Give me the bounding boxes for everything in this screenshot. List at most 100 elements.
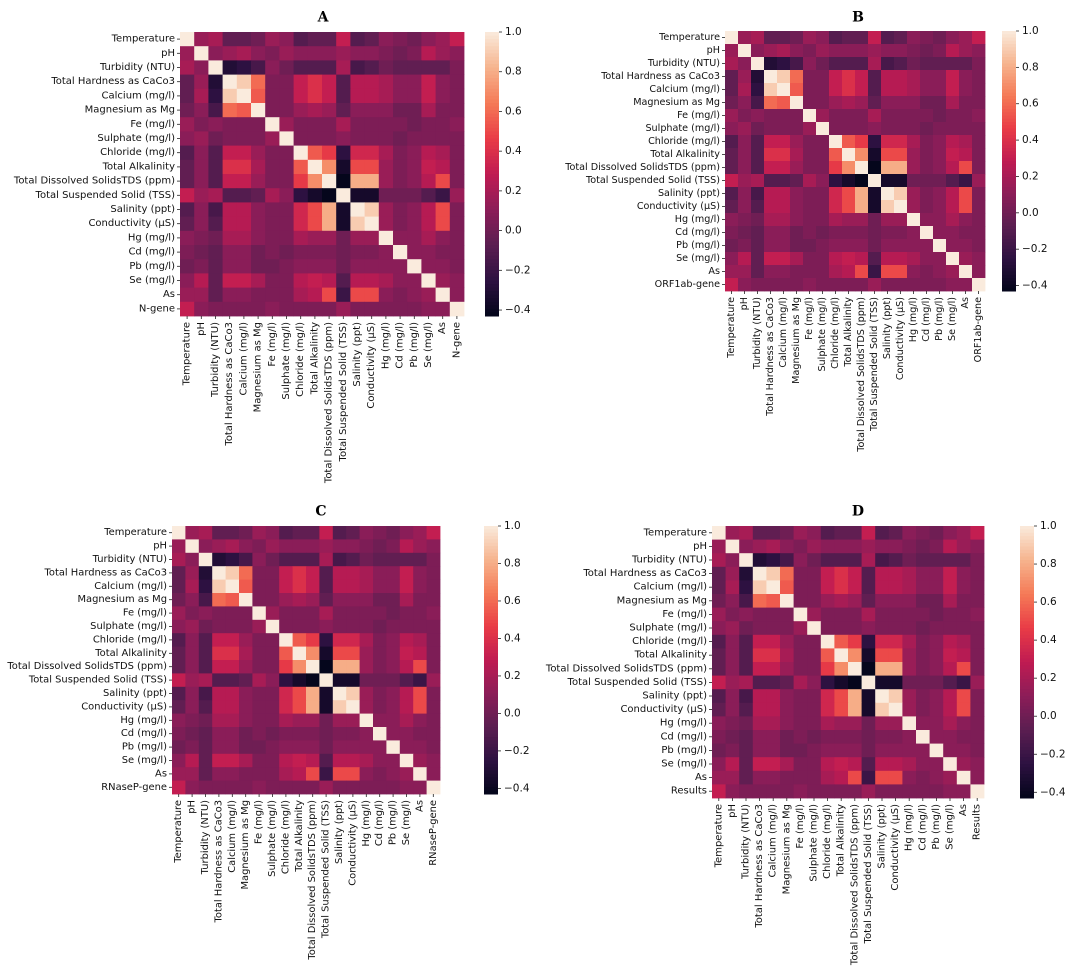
colorbar-segment [485,49,499,54]
heatmap-cell [185,606,200,621]
colorbar-segment [1020,774,1034,779]
heatmap-cell [407,188,422,203]
heatmap-cell [946,213,960,227]
heatmap-cell [933,83,947,97]
heatmap-cell [725,161,739,175]
heatmap-cell [364,74,380,90]
heatmap-cell [239,660,253,674]
heatmap-cell [816,265,830,279]
heatmap-cell [359,727,374,741]
heatmap-cell [252,606,267,621]
colorbar-segment [485,99,499,104]
heatmap-cell [881,213,895,227]
heatmap-cell [407,131,422,146]
heatmap-cell [807,607,822,622]
heatmap-cell [816,213,830,227]
heatmap-cell [764,44,778,58]
heatmap-cell [959,213,973,227]
heatmap-cell [265,700,280,714]
colorbar-segment [485,159,499,164]
heatmap-cell [956,770,971,785]
heatmap-cell [198,686,213,701]
heatmap-cell [407,301,422,317]
heatmap-cell [364,159,380,175]
heatmap-cell [386,539,401,554]
colorbar-segment [1002,255,1016,259]
heatmap-cell [180,74,195,90]
heatmap-cell [322,145,337,161]
heatmap-cell [393,145,408,161]
heatmap-cell [916,539,930,554]
heatmap-cell [265,579,280,594]
x-tick-label: ORF1ab-gene [973,297,984,362]
heatmap-cell [322,46,337,61]
heatmap-cell [435,46,451,61]
x-tick-label: Pb (mg/l) [934,297,945,341]
heatmap-cell [393,131,408,146]
colorbar-segment [1020,692,1034,697]
y-tick-label: Chloride (mg/l) [632,636,707,647]
heatmap-cell [751,83,765,97]
heatmap-cell [407,88,422,104]
heatmap-cell [764,187,778,201]
heatmap-cell [888,784,903,799]
heatmap-cell [959,135,973,149]
heatmap-cell [725,200,739,214]
heatmap-cell [752,662,767,676]
colorbar-segment [485,88,499,93]
heatmap-cells [712,526,985,799]
heatmap-cell [208,32,223,47]
heatmap-cell [208,74,223,90]
heatmap-cell [319,526,334,540]
x-tick-label: Total Dissolved SolidsTDS (ppm) [324,322,335,484]
heatmap-cell [933,57,947,71]
colorbar-tick-label: 0.4 [1022,134,1039,146]
colorbar-segment [1020,668,1034,673]
heatmap-cell [198,579,213,594]
colorbar-segment [1002,73,1016,77]
colorbar-segment [485,163,499,168]
x-tick-label: Conductivity (µS) [366,322,377,409]
heatmap-cell [790,31,804,45]
heatmap-cell [198,780,213,795]
heatmap-cell [239,526,253,540]
heatmap-cell [364,145,380,161]
heatmap-cell [307,74,323,90]
heatmap-cell [807,662,822,676]
heatmap-cell [399,753,414,768]
heatmap-cell [777,96,791,110]
heatmap-cell [933,122,947,136]
colorbar-segment [1020,587,1034,592]
colorbar-tick-label: 0.6 [1040,596,1057,608]
colorbar-segment [1002,287,1016,292]
colorbar-segment [1002,66,1016,71]
colorbar-segment [485,220,499,225]
colorbar-segment [1020,655,1034,660]
heatmap-cell [816,31,830,45]
heatmap-cell [350,145,365,161]
heatmap-cell [829,161,843,175]
heatmap-cell [346,606,360,621]
heatmap-cell [829,174,843,188]
y-tick-label: Pb (mg/l) [122,742,167,753]
heatmap-cell [739,770,754,785]
heatmap-cell [868,44,882,58]
heatmap-cell [929,553,944,568]
heatmap-cell [319,673,334,688]
heatmap-cell [386,780,401,795]
heatmap-cell [920,161,934,175]
heatmap-cell [198,673,213,688]
heatmap-cell [972,83,986,97]
heatmap-cell [279,753,293,768]
heatmap-cell [881,252,895,266]
heatmap-cell [336,117,351,132]
heatmap-cell [712,743,726,758]
heatmap-cell [346,727,360,741]
y-tick-label: Fe (mg/l) [130,119,175,130]
heatmap-cell [916,607,930,622]
heatmap-cell [265,230,280,246]
heatmap-cell [292,727,307,741]
heatmap-cell [933,239,947,253]
heatmap-cell [293,230,309,246]
heatmap-cell [875,607,890,622]
